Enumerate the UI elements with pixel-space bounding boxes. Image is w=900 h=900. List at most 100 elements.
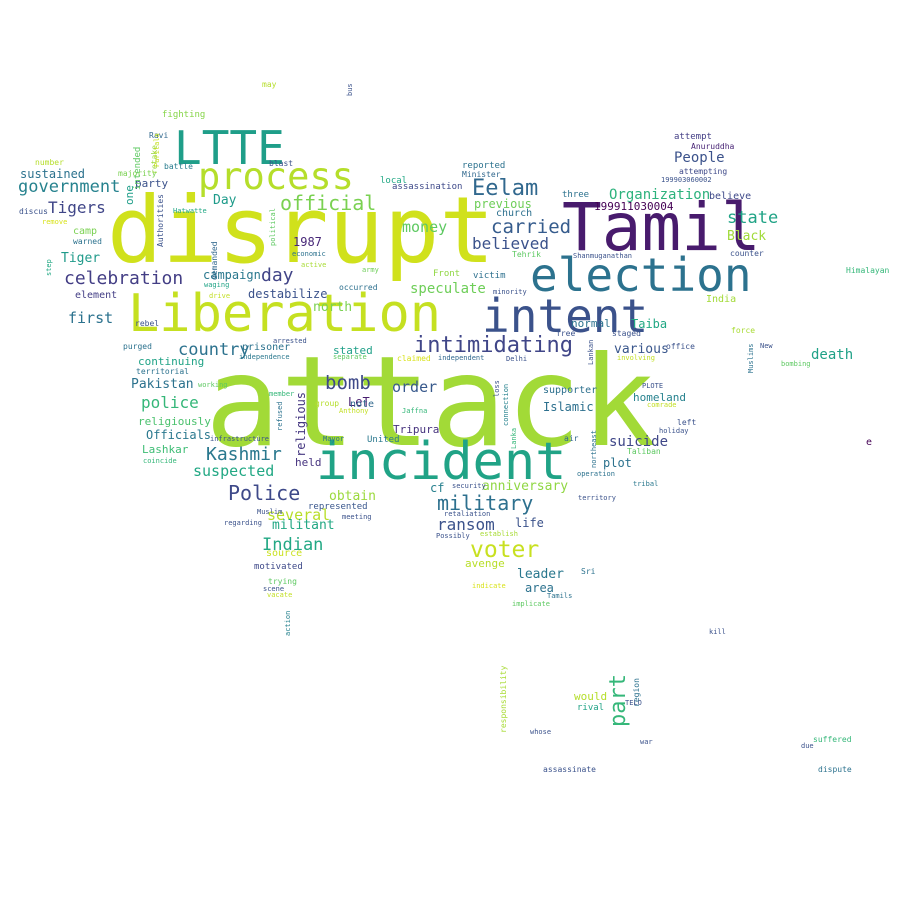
word-blast: blast	[269, 159, 294, 168]
word-militant: militant	[272, 518, 335, 533]
word-camp: camp	[73, 226, 98, 237]
word-refused: refused	[276, 401, 284, 431]
word-tripura: Tripura	[393, 423, 440, 436]
word-step: step	[45, 259, 53, 276]
word-campaign: campaign	[203, 268, 261, 282]
word-bus: bus	[346, 83, 354, 96]
word-occurred: occurred	[339, 283, 378, 292]
word-lankan: Lankan	[587, 339, 595, 365]
word-officials: Officials	[146, 428, 212, 442]
word-previous: previous	[474, 197, 532, 211]
word-sri: Sri	[581, 567, 596, 576]
word-coincide: coincide	[143, 457, 177, 465]
word-leader: leader	[517, 567, 564, 582]
word-staged: staged	[612, 329, 641, 338]
word-india: India	[706, 294, 737, 305]
word-kill: kill	[709, 628, 726, 636]
word-source: source	[266, 548, 303, 559]
word-would: would	[574, 690, 608, 703]
word-prisoner: prisoner	[242, 342, 291, 353]
word-bombing: bombing	[781, 360, 811, 368]
word-eelam: Eelam	[472, 176, 539, 201]
word-taliban: Taliban	[627, 447, 661, 456]
word-air: air	[564, 434, 579, 443]
word-represented: represented	[308, 502, 368, 512]
word-vacate: vacate	[267, 591, 293, 599]
word-note: note	[350, 399, 375, 410]
word-action: action	[284, 610, 292, 636]
word-operation: operation	[577, 470, 615, 478]
word-minister: Minister	[462, 170, 501, 179]
word-telo: TELO	[625, 699, 642, 707]
word-possibly: Possibly	[436, 532, 470, 540]
word-taiba: Taiba	[631, 317, 668, 331]
word-trying: trying	[268, 577, 297, 586]
word-himalayan: Himalayan	[846, 266, 890, 275]
word-war: war	[640, 738, 653, 746]
word-anuruddha: Anuruddha	[691, 142, 735, 151]
word-attempt: attempt	[674, 132, 712, 142]
word-plot: plot	[603, 456, 632, 470]
word-199911030004: 199911030004	[594, 200, 674, 213]
word-ransom: ransom	[437, 515, 495, 534]
word-hatwatte: Hatwatte	[173, 207, 207, 215]
word-death: death	[811, 347, 854, 363]
word-indian: Indian	[262, 535, 324, 555]
word-avenge: avenge	[465, 557, 505, 570]
word-state: state	[727, 208, 779, 228]
word-first: first	[68, 309, 114, 327]
word-demanded: demanded	[210, 241, 219, 280]
word-intimidating: intimidating	[414, 333, 573, 358]
word-life: life	[515, 516, 544, 530]
word-assassinate: assassinate	[543, 765, 596, 774]
word-day: Day	[213, 193, 237, 208]
word-responsibility: responsibility	[499, 665, 508, 733]
word-military: military	[437, 491, 534, 515]
word-tiger: Tiger	[61, 251, 101, 266]
word-purged: purged	[123, 342, 152, 351]
word-arrested: arrested	[273, 337, 307, 345]
word-mayor: Mayor	[323, 435, 345, 443]
word-office: office	[666, 342, 695, 351]
word-various: various	[614, 342, 669, 357]
word-claimed: claimed	[397, 354, 431, 363]
word-carried: carried	[491, 216, 572, 238]
word-religiously: religiously	[138, 415, 211, 428]
word-three: three	[562, 190, 590, 200]
word-police: Police	[228, 481, 301, 505]
word-ltte: LTTE	[174, 121, 285, 175]
word-majority: majority	[118, 169, 157, 178]
word-drive: drive	[209, 292, 231, 300]
word-assassination: assassination	[392, 182, 463, 192]
word-connection: connection	[502, 383, 510, 426]
word-territory: territory	[578, 494, 616, 502]
word-homeland: homeland	[633, 391, 686, 404]
word-bomb: bomb	[325, 372, 371, 394]
word-day: day	[261, 265, 294, 286]
word-police: police	[141, 393, 199, 412]
word-destabilize: destabilize	[248, 287, 328, 301]
word-supporter: supporter	[543, 385, 598, 396]
word-cf: cf	[430, 481, 445, 495]
word-indicate: indicate	[472, 582, 506, 590]
word-church: church	[496, 208, 533, 219]
word-minority: minority	[493, 288, 527, 296]
word-delhi: Delhi	[506, 355, 528, 363]
word-element: element	[75, 290, 118, 301]
word-believed: believed	[472, 234, 550, 253]
word-attack: attack	[205, 330, 657, 475]
word-muslim: Muslim	[257, 508, 283, 516]
word-muslims: Muslims	[747, 343, 755, 373]
word-free: free	[556, 329, 576, 338]
word-new: New	[760, 342, 773, 350]
word-incident: incident	[316, 432, 567, 492]
word-money: money	[402, 218, 448, 236]
word-speculate: speculate	[410, 281, 486, 297]
word-lanka: Lanka	[510, 427, 518, 449]
word-involving: involving	[617, 354, 655, 362]
word-ravi: Ravi	[149, 131, 169, 140]
word-order: order	[392, 378, 438, 396]
word-stated: stated	[333, 344, 373, 357]
word-lashkar: Lashkar	[142, 443, 189, 456]
word-economic: economic	[292, 250, 326, 258]
